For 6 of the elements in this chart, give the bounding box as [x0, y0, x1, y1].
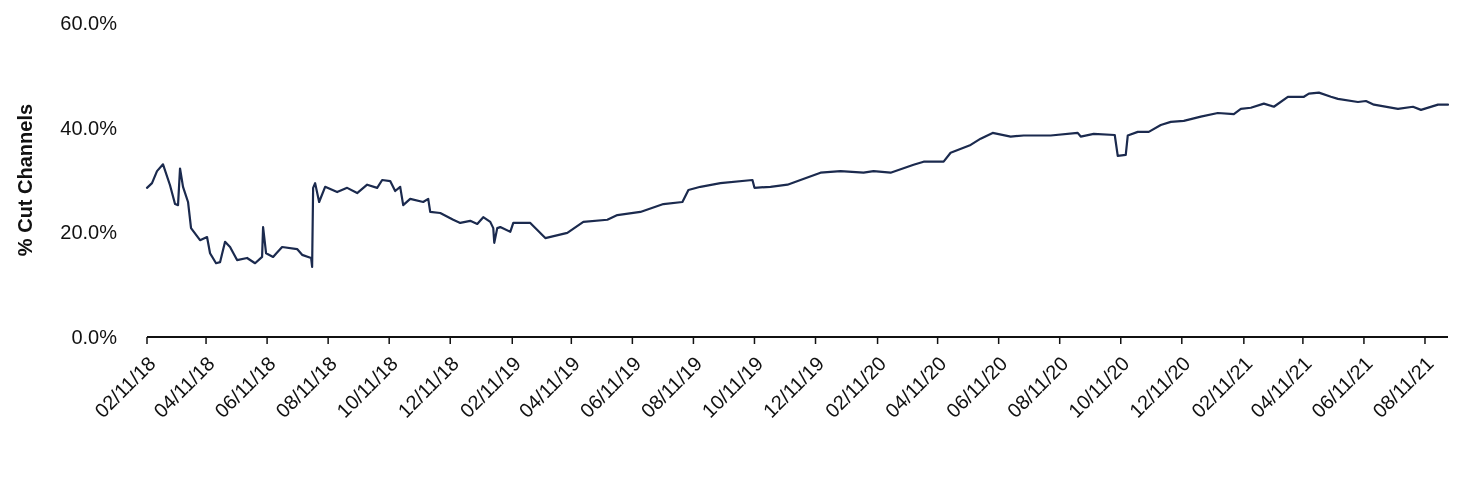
y-tick-label: 20.0% — [60, 221, 118, 244]
y-tick-label: 40.0% — [60, 116, 118, 139]
line-series — [145, 91, 1450, 268]
y-axis-title: % Cut Channels — [14, 103, 36, 257]
y-tick-label: 0.0% — [71, 326, 118, 348]
y-tick-label: 60.0% — [60, 12, 118, 34]
